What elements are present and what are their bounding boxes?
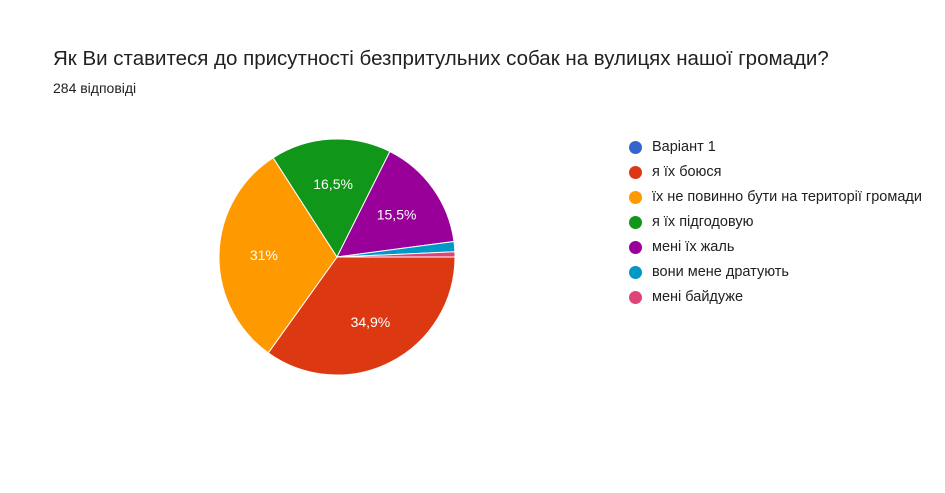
legend-item-3[interactable]: я їх підгодовую — [629, 212, 929, 233]
legend-dot-2 — [629, 191, 642, 204]
legend-item-2[interactable]: їх не повинно бути на території громади — [629, 187, 929, 208]
legend-item-6[interactable]: мені байдуже — [629, 287, 929, 308]
slice-label-2: 31% — [250, 247, 278, 263]
pie-slice-2[interactable] — [218, 157, 338, 354]
legend-dot-3 — [629, 216, 642, 229]
pie-slice-1[interactable] — [267, 256, 456, 376]
chart-legend: Варіант 1 я їх боюся їх не повинно бути на… — [629, 137, 929, 312]
slice-label-1: 34,9% — [351, 314, 391, 330]
legend-label-2: їх не повинно бути на території громади — [652, 189, 922, 205]
chart-title: Як Ви ставитеся до присутності безпритул… — [53, 47, 829, 70]
legend-dot-5 — [629, 266, 642, 279]
response-count: 284 відповіді — [53, 80, 137, 96]
legend-dot-4 — [629, 241, 642, 254]
legend-dot-0 — [629, 141, 642, 154]
slice-label-3: 16,5% — [313, 176, 353, 192]
pie-slice-4[interactable] — [336, 150, 455, 258]
pie-slice-6[interactable] — [336, 251, 456, 258]
legend-dot-6 — [629, 291, 642, 304]
legend-item-5[interactable]: вони мене дратують — [629, 262, 929, 283]
legend-label-6: мені байдуже — [652, 289, 744, 305]
legend-dot-1 — [629, 166, 642, 179]
pie-slice-3[interactable] — [272, 138, 391, 259]
legend-item-1[interactable]: я їх боюся — [629, 162, 929, 183]
slice-label-4: 15,5% — [377, 207, 417, 223]
legend-item-0[interactable]: Варіант 1 — [629, 137, 929, 158]
legend-item-4[interactable]: мені їх жаль — [629, 237, 929, 258]
legend-label-3: я їх підгодовую — [652, 214, 754, 230]
legend-label-5: вони мене дратують — [652, 264, 789, 280]
legend-label-4: мені їх жаль — [652, 239, 735, 255]
legend-label-1: я їх боюся — [652, 164, 722, 180]
legend-label-0: Варіант 1 — [652, 139, 716, 155]
